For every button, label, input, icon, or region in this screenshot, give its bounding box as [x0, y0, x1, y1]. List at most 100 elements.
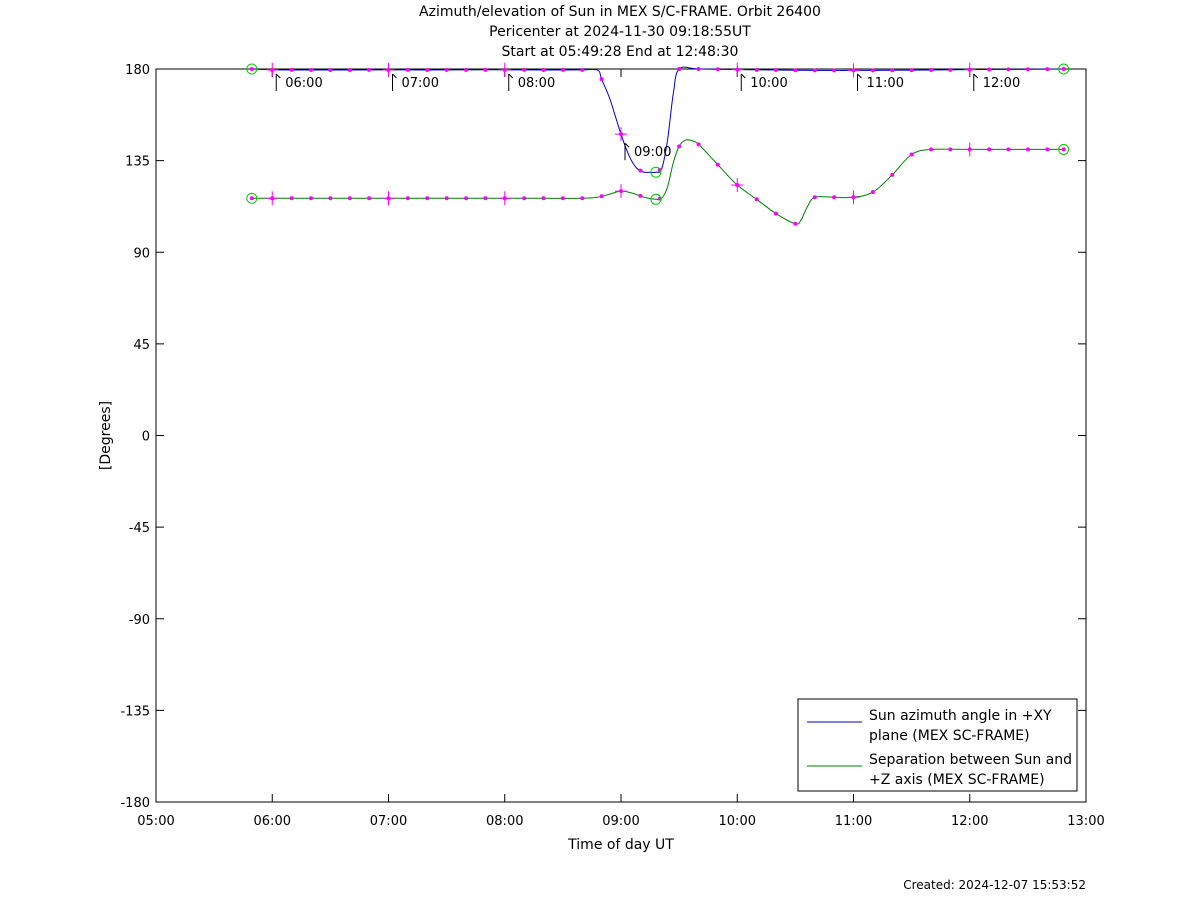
data-point-dot	[1006, 147, 1011, 152]
data-point-dot	[987, 67, 992, 72]
data-point-dot	[249, 196, 254, 201]
data-point-dot	[638, 168, 643, 173]
data-point-dot	[289, 67, 294, 72]
data-point-dot	[677, 144, 682, 149]
axes-layer: 05:00 06:00 07:00 08:00 09:00 10:00 11:00 12:00…	[120, 63, 1104, 829]
data-point-dot	[483, 67, 488, 72]
data-point-dot	[541, 196, 546, 201]
data-point-dot	[599, 194, 604, 199]
data-point-dot	[289, 196, 294, 201]
y-axis-label: [Degrees]	[98, 401, 114, 470]
data-point-dot	[1025, 147, 1030, 152]
hour-leader-arrow	[973, 73, 979, 79]
event-circle-marker	[650, 193, 662, 205]
x-tick-label: 07:00	[370, 814, 407, 829]
data-point-dot	[308, 68, 313, 73]
data-point-dot	[1006, 67, 1011, 72]
event-circle-marker	[246, 192, 258, 204]
data-point-dot	[541, 68, 546, 73]
legend: Sun azimuth angle in +XY plane (MEX SC-FR…	[797, 698, 1078, 792]
data-point-dot	[715, 67, 720, 72]
hour-leader-arrow	[275, 73, 281, 79]
x-tick-label: 06:00	[254, 814, 291, 829]
data-point-dot	[483, 196, 488, 201]
legend-entry-2: Separation between Sun and	[869, 752, 1072, 768]
data-point-dot	[405, 67, 410, 72]
created-timestamp: Created: 2024-12-07 15:53:52	[903, 878, 1086, 892]
data-point-dot	[870, 68, 875, 73]
data-point-dot	[793, 68, 798, 73]
y-tick-label: -180	[120, 796, 150, 811]
data-point-dot	[522, 196, 527, 201]
legend-entry-2: +Z axis (MEX SC-FRAME)	[869, 772, 1045, 788]
hour-annotation-label: 11:00	[867, 76, 904, 91]
data-point-dot	[870, 190, 875, 195]
x-axis-label: Time of day UT	[567, 837, 674, 853]
data-point-dot	[425, 68, 430, 73]
y-tick-label: 135	[125, 155, 150, 170]
data-point-dot	[560, 196, 565, 201]
data-point-dot	[948, 67, 953, 72]
data-point-dot	[812, 68, 817, 73]
data-point-dot	[715, 162, 720, 167]
data-point-dot	[347, 68, 352, 73]
x-tick-label: 12:00	[951, 814, 988, 829]
hour-annotation-label: 12:00	[983, 76, 1020, 91]
data-point-dot	[832, 195, 837, 200]
y-tick-label: 45	[133, 338, 150, 353]
data-point-dot	[249, 67, 254, 71]
data-point-dot	[677, 67, 682, 71]
chart-title-line-1: Azimuth/elevation of Sun in MEX S/C-FRAM…	[419, 4, 821, 20]
data-point-dot	[812, 195, 817, 200]
data-point-dot	[754, 67, 759, 72]
data-point-dot	[1061, 67, 1066, 71]
y-tick-label: -90	[129, 613, 150, 628]
data-point-dot	[1045, 147, 1050, 152]
hour-annotation-label: 07:00	[402, 76, 439, 91]
data-point-dot	[948, 147, 953, 152]
data-point-dot	[909, 152, 914, 157]
data-point-dot	[1061, 147, 1066, 152]
event-circle-marker	[1058, 143, 1070, 155]
data-point-dot	[696, 142, 701, 147]
data-point-dot	[560, 67, 565, 72]
series-line-1	[251, 66, 1064, 173]
legend-entry-1: plane (MEX SC-FRAME)	[869, 728, 1030, 744]
y-tick-label: -135	[120, 704, 150, 719]
data-point-dot	[638, 193, 643, 198]
data-point-dot	[773, 211, 778, 216]
data-point-dot	[425, 196, 430, 201]
data-point-dot	[696, 67, 701, 71]
y-tick-label: -45	[129, 521, 150, 536]
data-point-dot	[367, 67, 372, 72]
data-point-dot	[580, 67, 585, 72]
y-tick-label: 180	[125, 63, 150, 78]
x-tick-label: 09:00	[602, 814, 639, 829]
hour-leader-arrow	[740, 73, 746, 79]
data-point-dot	[464, 196, 469, 201]
data-point-dot	[328, 68, 333, 73]
data-point-dot	[444, 67, 449, 72]
data-point-dot	[929, 147, 934, 152]
data-point-dot	[522, 67, 527, 72]
hour-annotation-label: 08:00	[518, 76, 555, 91]
hour-annotation-label: 06:00	[285, 76, 322, 91]
data-point-dot	[328, 196, 333, 201]
x-tick-label: 08:00	[486, 814, 523, 829]
y-tick-label: 0	[142, 430, 150, 445]
event-circle-marker	[650, 166, 662, 178]
legend-entry-1: Sun azimuth angle in +XY	[869, 708, 1052, 724]
data-point-dot	[832, 68, 837, 73]
data-point-dot	[1025, 67, 1030, 72]
chart-title-line-2: Pericenter at 2024-11-30 09:18:55UT	[489, 24, 751, 40]
data-point-dot	[599, 77, 604, 82]
annotation-layer: 06:00 07:00 08:00 09:00 10:00 11:00 12:00	[275, 73, 1020, 161]
data-point-dot	[580, 196, 585, 201]
data-point-dot	[929, 68, 934, 73]
hour-leader-arrow	[857, 73, 862, 79]
legend-box	[797, 698, 1078, 792]
hour-leader-arrow	[624, 142, 630, 148]
x-tick-label: 10:00	[719, 814, 756, 829]
hour-annotation-label: 10:00	[750, 76, 787, 91]
